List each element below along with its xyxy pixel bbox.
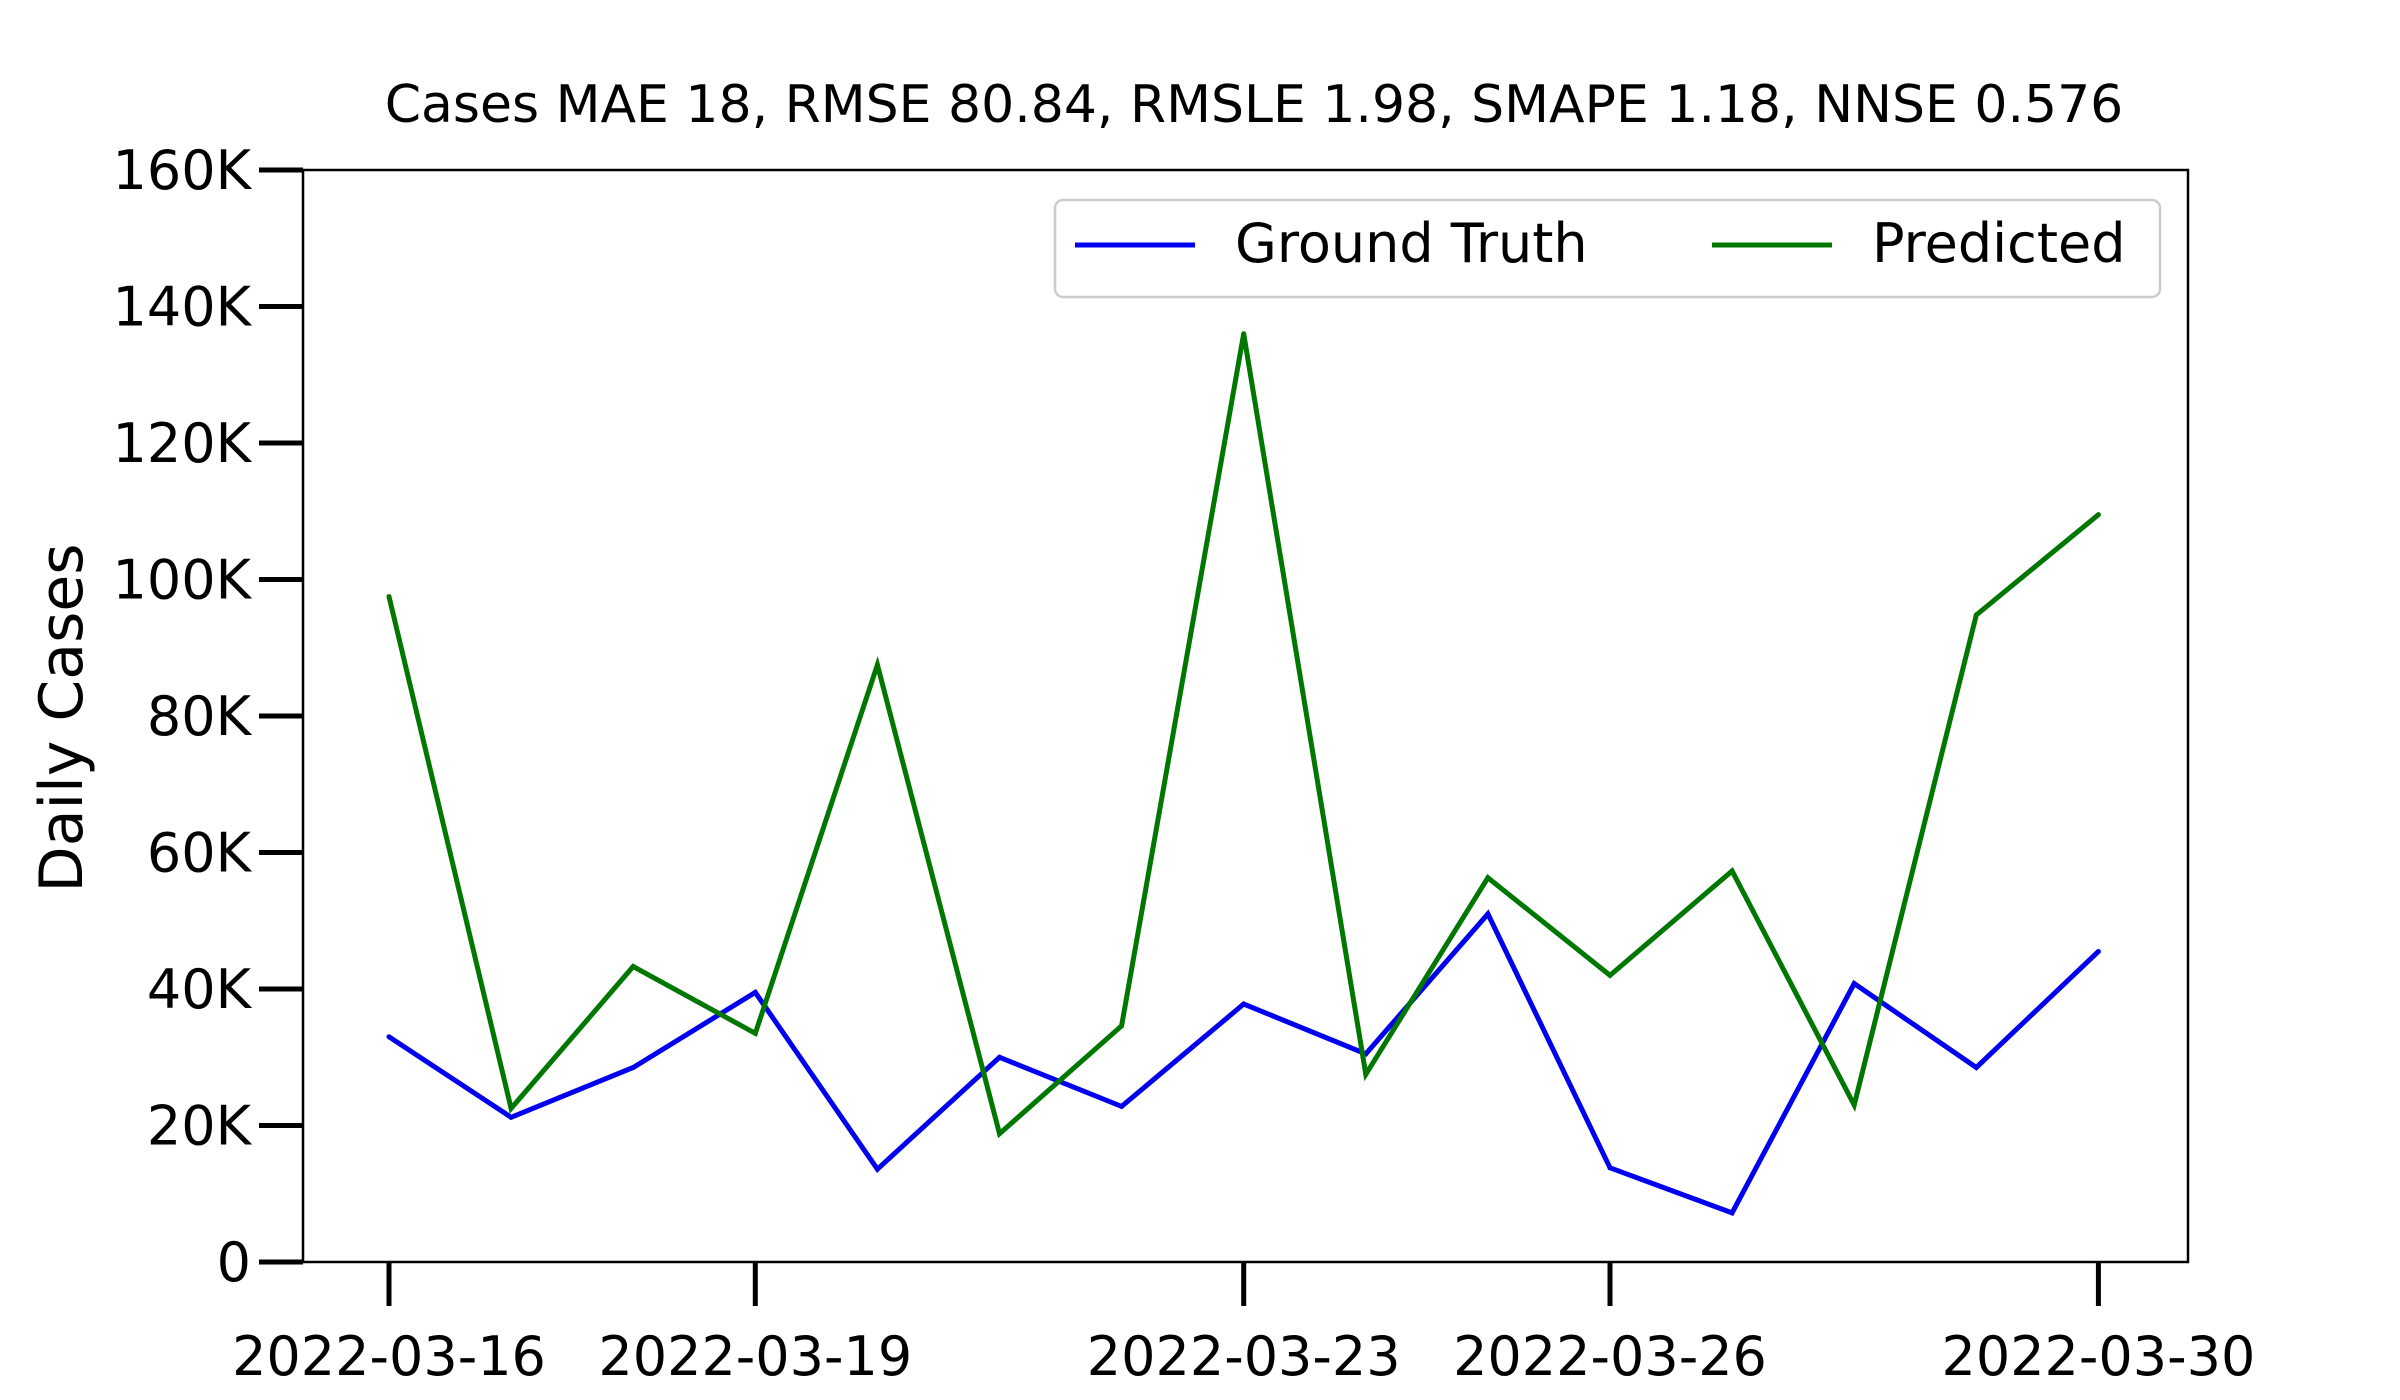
- data-point-predicted: [1485, 875, 1491, 881]
- legend: Ground Truth Predicted: [1053, 198, 2162, 299]
- data-point-ground-truth: [1485, 911, 1491, 917]
- data-point-predicted: [1729, 868, 1735, 874]
- data-point-ground-truth: [1729, 1210, 1735, 1216]
- plot-area-frame: [301, 168, 2190, 1264]
- x-tick-label: 2022-03-23: [1087, 1325, 1401, 1388]
- data-point-predicted: [508, 1105, 514, 1111]
- data-point-predicted: [874, 662, 880, 668]
- y-tick-label: 20K: [147, 1095, 253, 1158]
- data-point-ground-truth: [874, 1166, 880, 1172]
- chart-title: Cases MAE 18, RMSE 80.84, RMSLE 1.98, SM…: [385, 75, 2124, 135]
- data-point-predicted: [1363, 1071, 1369, 1077]
- x-tick-label: 2022-03-19: [598, 1325, 912, 1388]
- data-point-predicted: [997, 1131, 1002, 1137]
- y-tick-label: 120K: [113, 412, 253, 475]
- data-point-ground-truth: [1607, 1165, 1613, 1171]
- x-tick-label: 2022-03-30: [1941, 1325, 2255, 1388]
- series-line-ground-truth: [387, 909, 2101, 1216]
- data-point-ground-truth: [752, 989, 758, 995]
- data-point-predicted: [1119, 1023, 1125, 1029]
- data-point-ground-truth: [1241, 1001, 1247, 1007]
- data-point-ground-truth: [1851, 981, 1857, 987]
- y-tick-label: 40K: [147, 958, 253, 1021]
- data-point-ground-truth: [2095, 948, 2101, 954]
- y-tick-label: 100K: [113, 549, 253, 612]
- data-point-predicted: [1607, 972, 1613, 978]
- data-point-predicted: [752, 1030, 758, 1036]
- data-point-ground-truth: [1973, 1064, 1979, 1070]
- data-point-ground-truth: [1119, 1103, 1125, 1109]
- data-point-ground-truth: [386, 1034, 392, 1040]
- data-point-ground-truth: [630, 1064, 636, 1070]
- y-axis-label: Daily Cases: [27, 544, 97, 893]
- y-tick-label: 0: [217, 1231, 251, 1294]
- data-point-predicted: [386, 594, 392, 600]
- data-point-predicted: [1241, 331, 1247, 337]
- legend-frame: [1053, 198, 2162, 299]
- data-point-predicted: [2095, 512, 2101, 518]
- data-point-predicted: [1851, 1102, 1857, 1108]
- data-point-ground-truth: [508, 1114, 514, 1120]
- x-tick-label: 2022-03-26: [1453, 1325, 1767, 1388]
- data-point-predicted: [630, 963, 636, 969]
- y-tick-label: 140K: [113, 276, 253, 339]
- x-tick-label: 2022-03-16: [232, 1325, 546, 1388]
- series-line-predicted: [386, 333, 2100, 1139]
- y-tick-label: 80K: [147, 685, 253, 748]
- y-axis-ticks: 0 20K 40K 60K 80K 100K 120K 140K 160K: [113, 139, 303, 1294]
- y-tick-label: 60K: [147, 822, 253, 885]
- legend-label-ground-truth: Ground Truth: [1235, 212, 1588, 275]
- plot-series: [386, 331, 2101, 1216]
- data-point-ground-truth: [997, 1054, 1002, 1060]
- legend-label-predicted: Predicted: [1872, 212, 2126, 275]
- x-axis-ticks: 2022-03-16 2022-03-19 2022-03-23 2022-03-26…: [232, 1262, 2255, 1388]
- y-tick-label: 160K: [113, 139, 253, 202]
- data-point-predicted: [1973, 612, 1979, 618]
